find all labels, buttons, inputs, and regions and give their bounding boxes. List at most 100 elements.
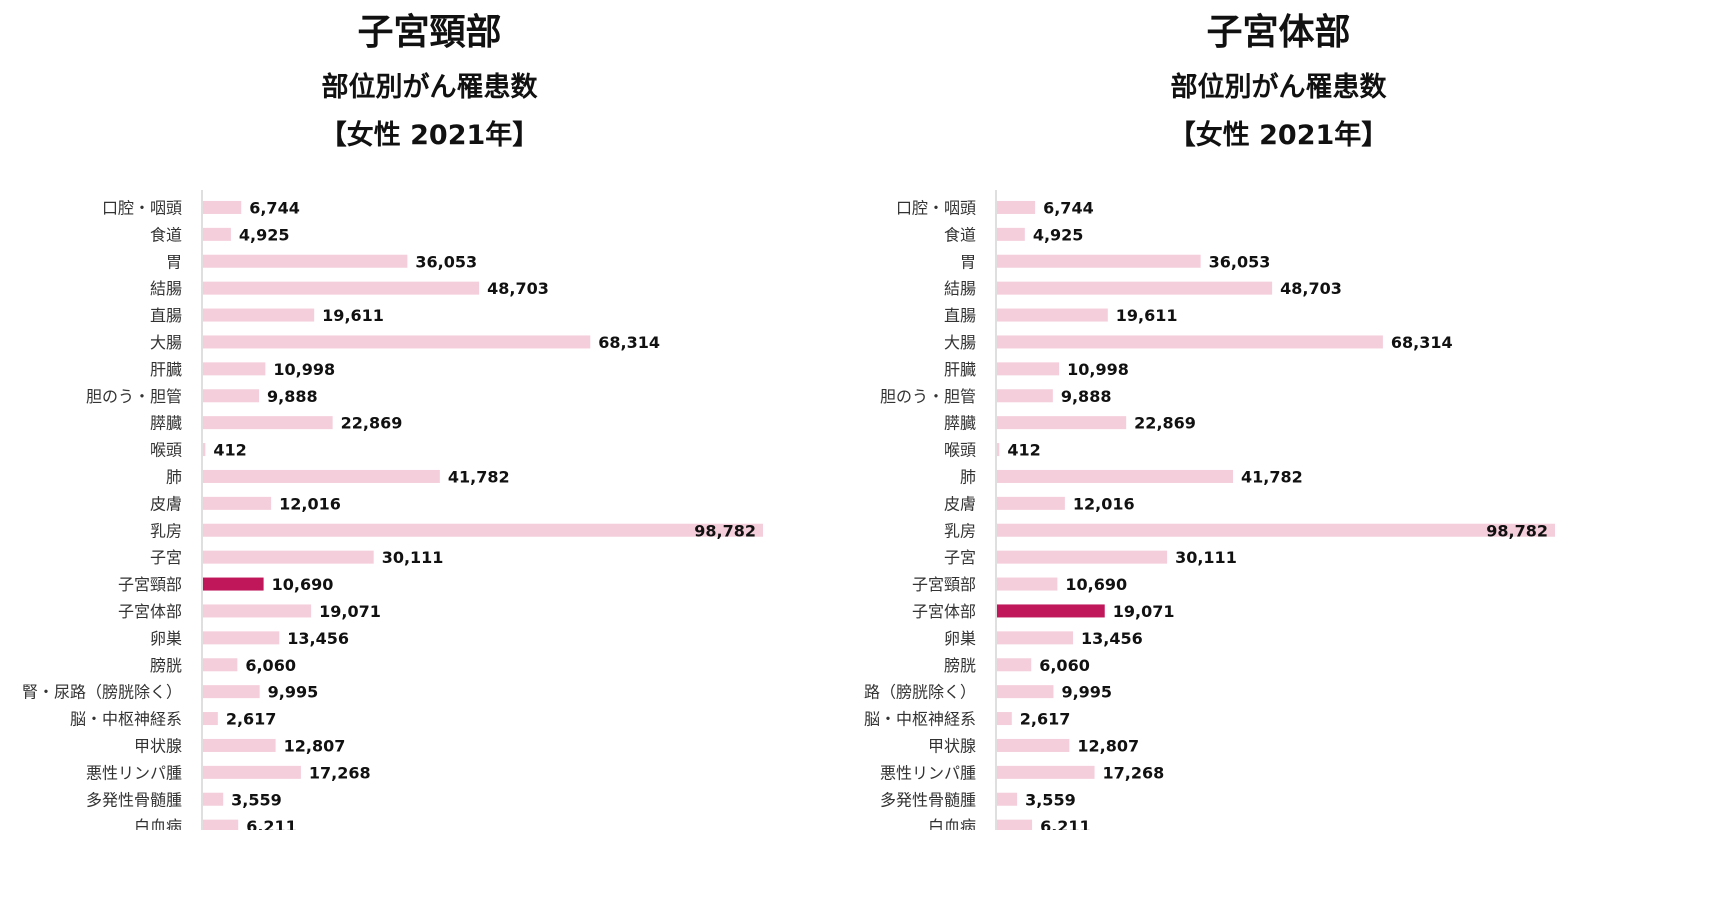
value-label: 98,782 [694,521,756,540]
category-label: 子宮 [944,548,976,567]
value-label: 30,111 [1175,548,1237,567]
bar [997,469,1234,483]
bar [203,631,280,645]
category-label: 子宮体部 [912,602,976,621]
value-label: 6,211 [1040,817,1091,830]
category-label: 脳・中枢神経系 [70,710,182,729]
bar [203,523,763,537]
value-label: 12,807 [1077,736,1139,755]
chart-title: 子宮頸部 [357,12,502,53]
value-label: 98,782 [1486,521,1548,540]
bar [997,416,1127,430]
bar [203,281,480,295]
category-label: 食道 [944,225,976,244]
value-label: 6,744 [1043,198,1094,217]
bar [997,685,1054,699]
value-label: 12,016 [279,494,341,513]
bar [997,819,1033,830]
category-label: 皮膚 [944,494,976,513]
value-label: 3,559 [1025,790,1076,809]
category-label: 悪性リンパ腫 [880,763,976,782]
category-label: 脳・中枢神経系 [864,710,976,729]
bar [203,658,238,672]
value-label: 9,995 [268,683,319,702]
category-label: 直腸 [150,306,182,325]
category-label: 胆のう・胆管 [880,387,976,406]
category-label: 肝臓 [150,360,182,379]
chart-title: 子宮体部 [1206,12,1351,53]
category-label: 口腔・咽頭 [896,198,976,217]
bar [203,416,333,430]
value-label: 48,703 [1280,279,1342,298]
category-label: 悪性リンパ腫 [86,763,182,782]
value-label: 9,995 [1061,683,1112,702]
bar [203,685,260,699]
category-label: 肺 [960,467,976,486]
value-label: 12,016 [1073,494,1135,513]
category-label: 子宮 [150,548,182,567]
value-label: 19,611 [1116,306,1178,325]
value-label: 36,053 [1209,252,1271,271]
category-label: 結腸 [944,279,976,298]
bar [203,469,440,483]
value-label: 6,211 [246,817,297,830]
bar [997,658,1032,672]
category-label: 肺 [166,467,182,486]
value-label: 9,888 [1061,387,1112,406]
chart-panel-corpus: 子宮体部 部位別がん罹患数 【女性 2021年】 口腔・咽頭 6,744 食道 4,9… [863,0,1726,923]
bar [203,443,206,457]
value-label: 13,456 [287,629,349,648]
bar [203,254,408,268]
value-label: 22,869 [1134,414,1196,433]
bar [997,335,1383,349]
bar [203,496,272,510]
category-label: 多発性骨髄腫 [86,790,182,809]
category-label: 口腔・咽頭 [102,198,182,217]
value-label: 41,782 [448,467,510,486]
category-label: 膀胱 [944,656,976,675]
value-label: 6,060 [1039,656,1090,675]
chart-subtitle-2: 【女性 2021年】 [319,120,540,151]
bar [997,792,1018,806]
category-label: 白血病 [928,817,976,830]
value-label: 6,060 [245,656,296,675]
category-label: 胃 [166,252,182,271]
bar-chart-corpus: 口腔・咽頭 6,744 食道 4,925 胃 36,053 結腸 48,703 直腸 19,611… [863,190,1555,830]
bar [203,738,276,752]
category-label: 腎・尿路（膀胱除く） [22,683,182,702]
bar [997,227,1025,241]
category-label: 喉頭 [944,441,976,460]
category-label: 胆のう・胆管 [86,387,182,406]
bar [203,604,312,618]
value-label: 30,111 [382,548,444,567]
bar [203,200,242,214]
category-label: 大腸 [944,333,976,352]
value-label: 19,071 [1113,602,1175,621]
category-label: 大腸 [150,333,182,352]
category-label: 白血病 [134,817,182,830]
value-label: 22,869 [341,414,403,433]
bar [997,389,1053,403]
bar-chart-cervix: 口腔・咽頭 6,744 食道 4,925 胃 36,053 結腸 48,703 直腸 19,611… [22,190,763,830]
value-label: 12,807 [284,736,346,755]
category-label: 甲状腺 [928,736,976,755]
category-label: 結腸 [150,279,182,298]
bar [997,712,1012,726]
category-label: 喉頭 [150,441,182,460]
category-label: 卵巣 [944,629,976,648]
bar [997,443,1000,457]
category-label: 腎・尿路（膀胱除く） [863,683,976,702]
category-label: 乳房 [944,521,976,540]
value-label: 41,782 [1241,467,1303,486]
category-label: 子宮頸部 [118,575,182,594]
bar [203,227,231,241]
value-label: 36,053 [415,252,477,271]
value-label: 412 [213,441,246,460]
bar-highlight [997,604,1105,618]
bar [203,335,591,349]
bar [997,631,1074,645]
bar [997,200,1036,214]
bar [997,577,1058,591]
value-label: 68,314 [598,333,660,352]
category-label: 膀胱 [150,656,182,675]
